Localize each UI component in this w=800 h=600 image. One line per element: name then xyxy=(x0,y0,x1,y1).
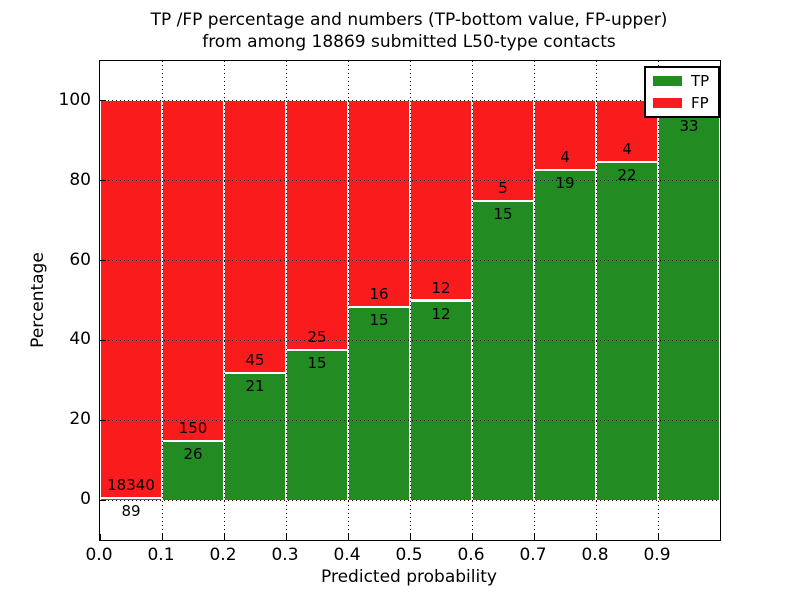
bar-fp-count-label: 4 xyxy=(622,140,632,159)
x-tick-mark xyxy=(534,534,535,540)
x-tick-label: 0.1 xyxy=(147,545,175,565)
legend-label: FP xyxy=(691,94,709,112)
bar-tp-count-label: 22 xyxy=(617,166,637,185)
y-tick-mark xyxy=(100,419,106,421)
bar-fp-segment xyxy=(225,100,285,373)
x-tick-mark xyxy=(472,534,473,540)
x-tick-label: 0.9 xyxy=(643,545,671,565)
x-tick-label: 0.6 xyxy=(457,545,485,565)
x-gridline xyxy=(533,61,535,540)
bar-tp-segment xyxy=(473,201,533,501)
bar-fp-segment xyxy=(473,100,533,200)
x-gridline xyxy=(595,61,597,540)
legend-label: TP xyxy=(691,72,710,90)
bar-tp-segment xyxy=(287,351,347,501)
bar-fp-segment xyxy=(101,100,161,498)
bar-fp-segment xyxy=(287,100,347,350)
bar-tp-count-label: 15 xyxy=(307,354,327,373)
x-gridline xyxy=(347,61,349,540)
bar-tp-count-label: 19 xyxy=(555,174,575,193)
bar-fp-segment xyxy=(411,100,471,300)
x-tick-mark xyxy=(348,534,349,540)
y-tick-label: 60 xyxy=(69,249,91,270)
bar-tp-count-label: 21 xyxy=(245,377,265,396)
x-tick-mark xyxy=(596,534,597,540)
y-tick-label: 20 xyxy=(69,409,91,430)
bar-tp-segment xyxy=(659,113,719,501)
bar-tp-count-label: 26 xyxy=(183,445,203,464)
bar-fp-count-label: 12 xyxy=(431,278,451,297)
bar-fp-count-label: 18340 xyxy=(107,476,155,495)
x-tick-label: 0.4 xyxy=(333,545,361,565)
x-tick-mark xyxy=(162,534,163,540)
x-gridline xyxy=(285,61,287,540)
bar-fp-segment xyxy=(535,100,595,170)
x-tick-label: 0.0 xyxy=(85,545,113,565)
bar-tp-segment xyxy=(163,442,223,501)
bar-tp-segment xyxy=(597,163,657,501)
x-tick-mark xyxy=(658,534,659,540)
legend-item: TP xyxy=(653,73,709,89)
x-tick-mark xyxy=(100,534,101,540)
bar-tp-count-label: 89 xyxy=(121,502,141,521)
x-gridline xyxy=(409,61,411,540)
chart-title-line1: TP /FP percentage and numbers (TP-bottom… xyxy=(150,10,668,30)
bar-tp-segment xyxy=(225,374,285,501)
bar-fp-count-label: 45 xyxy=(245,351,265,370)
bar-fp-segment xyxy=(349,100,409,306)
chart-title: TP /FP percentage and numbers (TP-bottom… xyxy=(99,9,719,53)
x-gridline xyxy=(471,61,473,540)
bar-fp-count-label: 150 xyxy=(178,419,208,438)
y-tick-mark xyxy=(100,180,106,182)
y-tick-label: 0 xyxy=(80,489,91,510)
bar-fp-count-label: 4 xyxy=(560,148,570,167)
x-tick-mark xyxy=(286,534,287,540)
y-tick-mark xyxy=(100,339,106,341)
x-tick-label: 0.2 xyxy=(209,545,237,565)
x-axis-title: Predicted probability xyxy=(321,567,497,587)
bar-tp-count-label: 15 xyxy=(493,204,513,223)
legend-swatch-fp xyxy=(653,98,682,108)
legend: TP FP xyxy=(644,66,721,118)
y-tick-mark xyxy=(100,100,106,102)
legend-item: FP xyxy=(653,95,709,111)
x-tick-mark xyxy=(224,534,225,540)
bar-tp-segment xyxy=(349,307,409,501)
x-gridline xyxy=(161,61,163,540)
bar-fp-count-label: 16 xyxy=(369,284,389,303)
x-tick-label: 0.3 xyxy=(271,545,299,565)
bar-tp-count-label: 33 xyxy=(679,116,699,135)
bar-tp-count-label: 15 xyxy=(369,310,389,329)
bar-fp-count-label: 5 xyxy=(498,178,508,197)
bar-tp-count-label: 12 xyxy=(431,304,451,323)
bar-tp-segment xyxy=(535,171,595,501)
bar-fp-segment xyxy=(163,100,223,441)
plot-area: 1834089150264521251516151212515419422133 xyxy=(99,60,721,541)
x-tick-mark xyxy=(410,534,411,540)
bar-fp-count-label: 25 xyxy=(307,328,327,347)
x-tick-label: 0.7 xyxy=(519,545,547,565)
x-gridline xyxy=(657,61,659,540)
y-tick-label: 100 xyxy=(58,89,91,110)
y-tick-mark xyxy=(100,499,106,501)
x-tick-label: 0.8 xyxy=(581,545,609,565)
x-tick-label: 0.5 xyxy=(395,545,423,565)
bar-tp-segment xyxy=(411,301,471,501)
legend-swatch-tp xyxy=(653,76,682,86)
x-gridline xyxy=(223,61,225,540)
y-tick-label: 80 xyxy=(69,169,91,190)
y-tick-label: 40 xyxy=(69,329,91,350)
y-tick-mark xyxy=(100,260,106,262)
chart-title-line2: from among 18869 submitted L50-type cont… xyxy=(202,32,616,52)
y-axis-title: Percentage xyxy=(28,252,48,348)
